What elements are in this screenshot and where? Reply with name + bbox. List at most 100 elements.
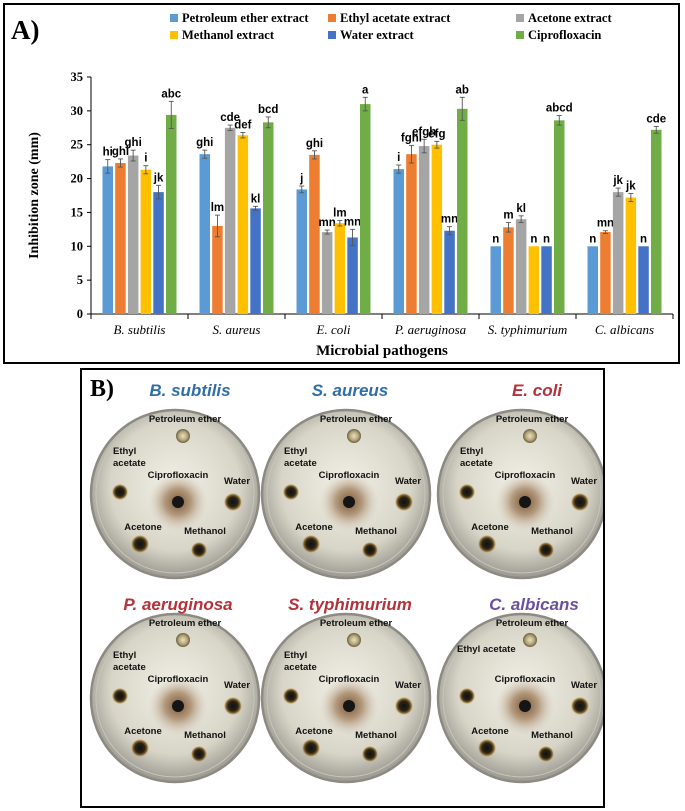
label-ethyl-acetate: acetate (113, 458, 146, 469)
petroleum-well (347, 633, 361, 647)
bar (212, 225, 223, 314)
significance-letter: fghi (401, 132, 422, 144)
label-ciprofloxacin: Ciprofloxacin (319, 674, 380, 685)
y-tick-label: 25 (71, 138, 84, 152)
legend-swatch (328, 31, 336, 39)
bar (224, 127, 236, 315)
petroleum-well (176, 429, 190, 443)
legend-swatch (170, 31, 178, 39)
label-ciprofloxacin: Ciprofloxacin (148, 674, 209, 685)
cipro-well (519, 700, 531, 712)
bar (309, 154, 320, 314)
bar (127, 155, 139, 314)
significance-letter: efg (428, 128, 445, 140)
water-well (395, 697, 413, 715)
label-ethyl-acetate: acetate (460, 458, 493, 469)
label-ethyl-acetate: Ethyl (113, 446, 136, 457)
significance-letter: n (640, 233, 647, 245)
label-water: Water (395, 680, 421, 691)
water-well (571, 697, 589, 715)
bar (199, 154, 210, 314)
bar (638, 246, 649, 314)
label-petroleum-ether: Petroleum ether (496, 618, 569, 629)
label-petroleum-ether: Petroleum ether (496, 414, 569, 425)
label-methanol: Methanol (355, 526, 397, 537)
plate-rim (95, 618, 255, 778)
panel-b-plates: B) Petroleum ether Ethyl acetate Ciprofloxac… (80, 368, 608, 808)
bar (250, 208, 261, 314)
bar (360, 104, 371, 314)
cipro-well (343, 700, 355, 712)
significance-letter: hi (103, 147, 113, 159)
cipro-well (172, 496, 184, 508)
significance-letter: def (234, 120, 251, 132)
significance-letter: jk (625, 180, 636, 192)
bar (418, 146, 430, 314)
plate-rim (442, 618, 602, 778)
significance-letter: n (589, 233, 596, 245)
y-tick-label: 0 (77, 307, 83, 321)
legend-swatch (170, 14, 178, 22)
bar (587, 246, 598, 314)
y-tick-label: 35 (71, 70, 84, 84)
agar-plate: Petroleum ether EthylacetateCiprofloxacin… (89, 612, 261, 784)
label-water: Water (224, 680, 250, 691)
legend-label: Acetone extract (528, 11, 612, 25)
label-acetone: Acetone (124, 726, 161, 737)
water-well (224, 493, 242, 511)
label-ciprofloxacin: Ciprofloxacin (148, 470, 209, 481)
bar (528, 246, 540, 314)
x-tick-label: S. typhimurium (488, 322, 567, 337)
panel-a-chart: A) Petroleum ether extract Ethyl acetate e… (3, 3, 680, 364)
bar (334, 223, 346, 314)
legend-label: Water extract (340, 28, 415, 42)
bar (490, 246, 501, 314)
water-well (571, 493, 589, 511)
significance-letter: n (530, 233, 537, 245)
water-well (395, 493, 413, 511)
legend-label: Petroleum ether extract (182, 11, 309, 25)
label-ethyl-acetate: Ethyl acetate (457, 644, 516, 655)
bar (406, 154, 417, 314)
cipro-well (343, 496, 355, 508)
acetone-well (302, 535, 320, 553)
water-well (224, 697, 242, 715)
x-tick-label: C. albicans (595, 322, 654, 337)
plate-title: S. typhimurium (288, 595, 412, 614)
y-tick-label: 30 (71, 104, 84, 118)
label-ethyl-acetate: acetate (284, 662, 317, 673)
plates-figure: B)Petroleum etherEthylacetateCiprofloxac… (89, 376, 608, 784)
significance-letter: j (299, 173, 303, 185)
petroleum-well (523, 633, 537, 647)
significance-letter: kl (516, 203, 526, 215)
significance-letter: ab (456, 84, 469, 96)
bar (515, 219, 527, 314)
label-methanol: Methanol (184, 730, 226, 741)
methanol-well (538, 542, 554, 558)
significance-letter: a (362, 84, 369, 96)
plate-rim (95, 414, 255, 574)
significance-letter: ghi (306, 138, 323, 150)
significance-letter: i (144, 153, 147, 165)
x-axis-label: Microbial pathogens (316, 343, 448, 359)
plate-rim (266, 618, 426, 778)
label-acetone: Acetone (295, 726, 332, 737)
significance-letter: cde (646, 113, 666, 125)
bar (651, 129, 662, 314)
bar (102, 166, 113, 314)
bar (237, 135, 249, 314)
significance-letter: ghi (196, 137, 213, 149)
bar (140, 169, 152, 314)
y-tick-label: 20 (71, 172, 84, 186)
bar (431, 144, 443, 314)
label-ciprofloxacin: Ciprofloxacin (319, 470, 380, 481)
label-water: Water (224, 476, 250, 487)
bar (263, 122, 274, 315)
significance-letter: jk (612, 175, 623, 187)
label-petroleum-ether: Petroleum ether (149, 414, 222, 425)
label-acetone: Acetone (295, 522, 332, 533)
petroleum-well (176, 633, 190, 647)
y-tick-label: 15 (71, 205, 84, 219)
bar (600, 232, 611, 314)
petroleum-well (347, 429, 361, 443)
